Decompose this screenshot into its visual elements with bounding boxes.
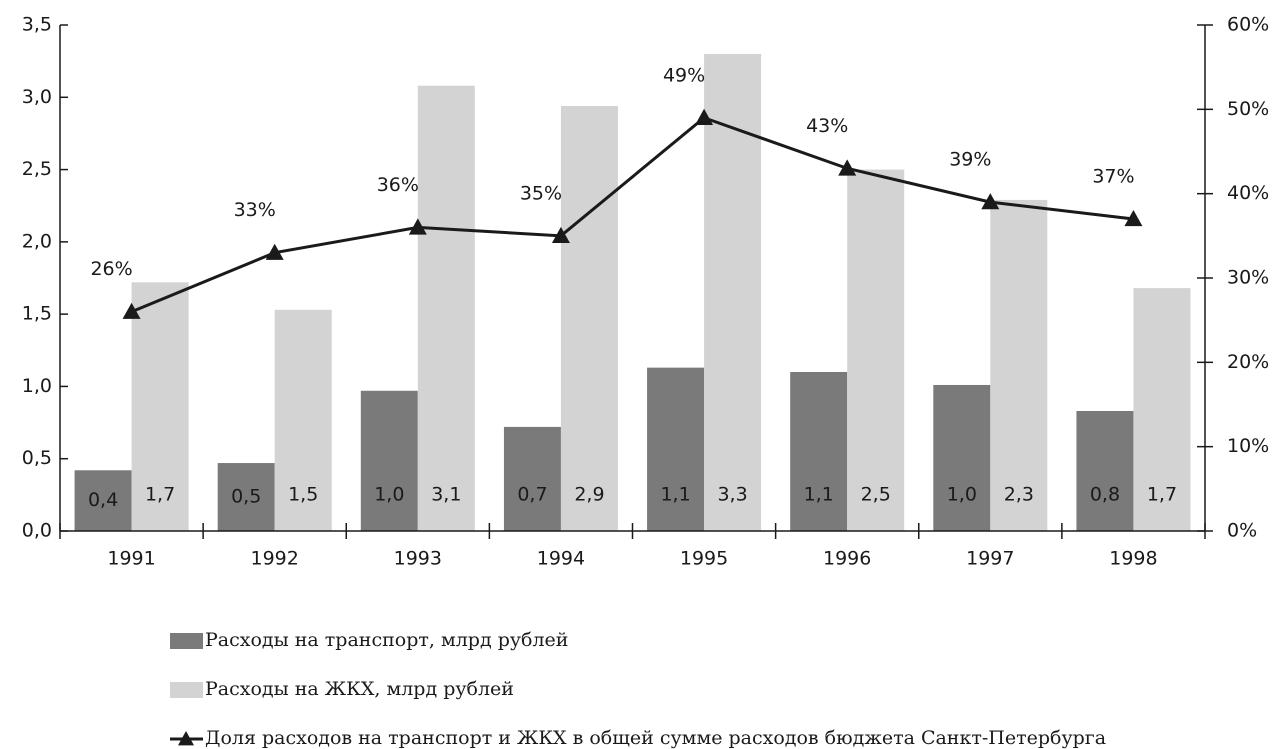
- line-marker: [551, 226, 570, 244]
- bar: [217, 463, 275, 531]
- line-value-label: 37%: [1092, 165, 1134, 187]
- y2-tick-label: 50%: [1227, 98, 1269, 120]
- bar-value-label: 1,1: [660, 484, 690, 506]
- bar: [704, 53, 762, 532]
- bar-value-label: 0,5: [231, 486, 261, 508]
- y-tick-label: 0,0: [22, 520, 52, 542]
- bar: [274, 309, 332, 531]
- legend-label: Доля расходов на транспорт и ЖКХ в общей…: [205, 727, 1106, 749]
- line-value-label: 35%: [520, 182, 562, 204]
- x-tick-label: 1993: [394, 548, 442, 570]
- line-value-label: 43%: [806, 115, 848, 137]
- bar: [1076, 411, 1134, 531]
- legend-swatch: [170, 633, 203, 649]
- bar-value-label: 0,7: [517, 484, 547, 506]
- bar-value-label: 1,0: [374, 484, 404, 506]
- bar-value-label: 0,8: [1090, 484, 1120, 506]
- x-tick-label: 1992: [251, 548, 299, 570]
- y2-tick-label: 10%: [1227, 435, 1269, 457]
- y-tick-label: 1,5: [22, 303, 52, 325]
- line-marker: [1124, 209, 1143, 227]
- y2-tick-label: 60%: [1227, 14, 1269, 36]
- y-tick-label: 2,0: [22, 230, 52, 252]
- x-tick-label: 1994: [537, 548, 585, 570]
- line-value-label: 49%: [663, 64, 705, 86]
- bar: [360, 390, 418, 531]
- bar-value-label: 1,7: [1147, 484, 1177, 506]
- line-marker: [695, 108, 714, 125]
- bar: [131, 282, 189, 531]
- bar: [847, 169, 905, 532]
- x-tick-label: 1996: [823, 548, 871, 570]
- bar: [74, 470, 132, 531]
- y-tick-label: 3,0: [22, 86, 52, 108]
- bar-value-label: 2,5: [861, 484, 891, 506]
- bar-value-label: 1,0: [947, 484, 977, 506]
- y2-tick-label: 20%: [1227, 351, 1269, 373]
- bar: [647, 367, 705, 531]
- line-marker: [122, 302, 141, 319]
- x-tick-label: 1997: [966, 548, 1014, 570]
- y-tick-label: 3,5: [22, 14, 52, 36]
- x-tick-label: 1995: [680, 548, 728, 570]
- bar-value-label: 0,4: [88, 489, 118, 511]
- legend-marker: [178, 731, 194, 746]
- bar-value-label: 3,3: [717, 484, 747, 506]
- legend-label: Расходы на транспорт, млрд рублей: [205, 629, 568, 651]
- bar-value-label: 3,1: [431, 484, 461, 506]
- bar: [790, 371, 848, 531]
- bar-value-label: 1,5: [288, 484, 318, 506]
- bar-value-label: 1,7: [145, 484, 175, 506]
- line-marker: [408, 218, 427, 235]
- line-marker: [981, 193, 1000, 210]
- y2-tick-label: 30%: [1227, 267, 1269, 289]
- line-marker: [265, 243, 284, 260]
- x-tick-label: 1991: [107, 548, 155, 570]
- bar: [503, 426, 561, 531]
- x-tick-label: 1998: [1109, 548, 1157, 570]
- line-marker: [838, 159, 857, 176]
- bar-value-label: 2,3: [1004, 484, 1034, 506]
- line-value-label: 39%: [949, 149, 991, 171]
- y-tick-label: 2,5: [22, 158, 52, 180]
- bar: [1133, 288, 1191, 531]
- legend-label: Расходы на ЖКХ, млрд рублей: [205, 678, 514, 700]
- bar: [933, 384, 991, 531]
- bar-value-label: 2,9: [574, 484, 604, 506]
- line-value-label: 26%: [90, 258, 132, 280]
- y2-tick-label: 0%: [1227, 520, 1257, 542]
- y2-tick-label: 40%: [1227, 182, 1269, 204]
- line-value-label: 36%: [377, 174, 419, 196]
- bar: [417, 85, 475, 531]
- line: [130, 116, 1134, 314]
- line-value-label: 33%: [234, 199, 276, 221]
- bar: [990, 199, 1048, 531]
- legend-swatch: [170, 682, 203, 698]
- bar: [560, 105, 618, 532]
- y-tick-label: 0,5: [22, 447, 52, 469]
- y-tick-label: 1,0: [22, 375, 52, 397]
- bar-value-label: 1,1: [804, 484, 834, 506]
